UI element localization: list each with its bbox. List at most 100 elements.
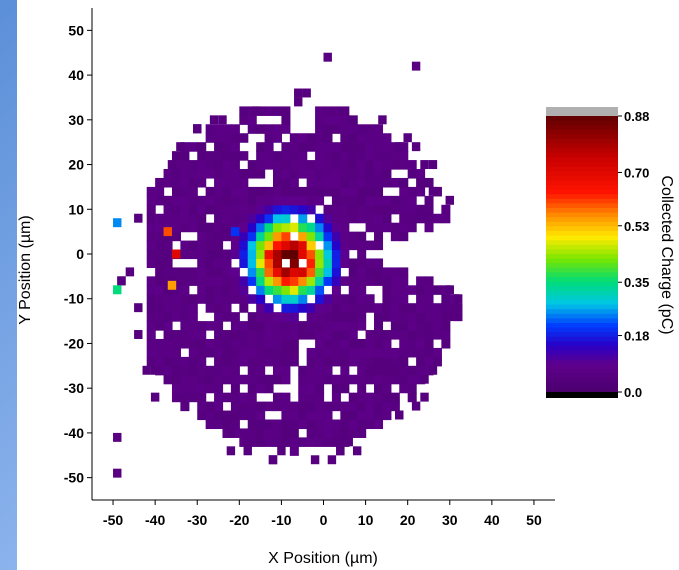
charge-pixel [306, 133, 316, 143]
charge-pixel [256, 294, 266, 304]
charge-pixel [374, 151, 384, 161]
charge-pixel [374, 195, 384, 206]
y-tick-label: 30 [68, 112, 84, 128]
charge-pixel [424, 294, 434, 304]
charge-pixel [365, 240, 375, 251]
charge-pixel [197, 142, 207, 152]
charge-pixel [197, 347, 207, 358]
colorbar-band [546, 309, 618, 315]
charge-pixel [357, 213, 367, 224]
charge-pixel [306, 195, 316, 206]
charge-pixel [340, 160, 350, 170]
charge-pixel [407, 312, 417, 322]
colorbar-band [546, 226, 618, 232]
charge-pixel [365, 124, 375, 134]
y-tick-label: 0 [76, 246, 84, 262]
charge-pixel [239, 213, 249, 224]
charge-pixel [432, 186, 442, 197]
charge-pixel [180, 392, 190, 403]
charge-pixel [340, 222, 350, 233]
charge-pixel [365, 392, 375, 403]
charge-pixel [289, 401, 299, 412]
charge-pixel [340, 195, 350, 206]
charge-pixel [407, 222, 417, 233]
colorbar-band [546, 263, 618, 269]
charge-pixel [171, 195, 181, 206]
charge-pixel [281, 213, 291, 224]
charge-pixel [205, 133, 215, 143]
charge-pixel [399, 186, 409, 197]
charge-pixel [205, 285, 215, 295]
charge-pixel [247, 186, 257, 197]
charge-pixel [197, 401, 207, 412]
charge-pixel [281, 276, 291, 286]
charge-pixel [357, 151, 367, 161]
charge-pixel [357, 365, 367, 376]
charge-pixel [264, 133, 274, 143]
charge-pixel [134, 330, 143, 339]
charge-pixel [374, 142, 384, 152]
charge-pixel [357, 294, 367, 304]
charge-pixel [432, 321, 442, 331]
charge-pixel [239, 330, 249, 340]
charge-pixel [306, 276, 316, 286]
charge-pixel [188, 321, 198, 331]
charge-pixel [163, 330, 173, 340]
x-tick-label: -10 [271, 512, 291, 528]
charge-pixel [306, 365, 316, 376]
charge-pixel [315, 222, 325, 233]
charge-pixel [188, 294, 198, 304]
charge-pixel [298, 294, 308, 304]
charge-pixel [247, 204, 257, 215]
charge-pixel [340, 249, 350, 260]
charge-pixel [214, 303, 224, 313]
charge-pixel [399, 213, 409, 224]
charge-pixel [264, 151, 274, 161]
charge-pixel [331, 169, 341, 179]
charge-pixel [331, 160, 341, 170]
charge-pixel [171, 222, 181, 233]
colorbar-band [546, 341, 618, 347]
charge-pixel [205, 303, 215, 313]
charge-pixel [407, 383, 417, 394]
charge-pixel-layer [113, 52, 463, 478]
charge-pixel [306, 142, 316, 152]
charge-pixel [340, 330, 350, 340]
charge-pixel [180, 160, 190, 170]
charge-pixel [230, 142, 240, 152]
charge-pixel [374, 303, 384, 313]
charge-pixel [416, 177, 426, 188]
charge-pixel [155, 338, 165, 349]
charge-pixel [315, 374, 325, 385]
charge-pixel [180, 276, 190, 286]
charge-pixel [171, 383, 181, 394]
charge-pixel [298, 213, 308, 224]
charge-pixel [222, 419, 232, 430]
charge-pixel-isolated [113, 432, 122, 442]
charge-pixel [374, 222, 384, 233]
charge-pixel [306, 160, 316, 170]
charge-pixel [197, 258, 207, 269]
charge-pixel [315, 365, 325, 376]
charge-pixel [188, 222, 198, 233]
charge-pixel [331, 428, 341, 438]
charge-pixel [441, 213, 451, 224]
charge-pixel [272, 330, 283, 340]
charge-pixel [146, 222, 156, 233]
charge-pixel [264, 285, 274, 295]
charge-pixel [390, 177, 400, 188]
charge-pixel [289, 195, 299, 206]
charge-pixel [230, 249, 240, 260]
charge-pixel [247, 419, 257, 430]
charge-pixel [340, 231, 350, 242]
charge-pixel [323, 276, 333, 286]
charge-pixel [167, 160, 177, 170]
charge-pixel [294, 97, 303, 107]
charge-pixel [134, 213, 143, 223]
charge-pixel [441, 330, 451, 340]
charge-pixel [180, 204, 190, 215]
charge-pixel [323, 267, 333, 277]
charge-pixel [289, 419, 299, 430]
charge-pixel [239, 222, 249, 233]
colorbar-overflow-swatch [546, 107, 618, 116]
